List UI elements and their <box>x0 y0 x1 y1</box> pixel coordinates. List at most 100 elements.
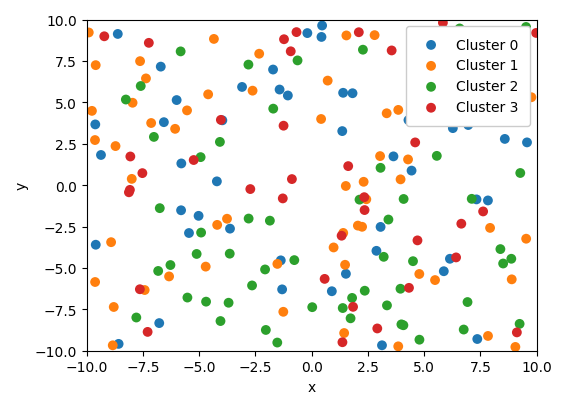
Cluster 2 <box>408 258 417 265</box>
Cluster 3 <box>457 221 466 227</box>
Cluster 3 <box>279 123 288 130</box>
Cluster 3 <box>126 154 135 160</box>
Cluster 0 <box>404 117 413 124</box>
Cluster 0 <box>91 122 100 128</box>
Cluster 1 <box>201 264 210 270</box>
Cluster 1 <box>109 304 119 310</box>
Cluster 1 <box>393 108 403 114</box>
Cluster 3 <box>373 326 382 332</box>
Cluster 1 <box>91 137 100 144</box>
Cluster 2 <box>473 73 483 79</box>
Cluster 2 <box>183 294 192 301</box>
Cluster 1 <box>164 274 174 280</box>
Cluster 1 <box>342 33 351 40</box>
Cluster 2 <box>197 230 206 236</box>
Cluster 3 <box>445 83 454 90</box>
Cluster 2 <box>248 283 257 289</box>
Cluster 2 <box>463 299 472 306</box>
Cluster 0 <box>338 90 348 97</box>
Cluster 3 <box>349 304 358 310</box>
Cluster 1 <box>91 63 100 69</box>
Cluster 2 <box>459 326 468 333</box>
Cluster 2 <box>384 217 393 223</box>
Cluster 1 <box>393 343 403 350</box>
Cluster 0 <box>327 288 336 295</box>
Cluster 1 <box>87 108 96 115</box>
Cluster 2 <box>260 267 269 273</box>
Cluster 1 <box>136 59 145 65</box>
Cluster 3 <box>217 117 226 124</box>
Cluster 0 <box>184 230 193 237</box>
Cluster 2 <box>192 251 201 258</box>
Cluster 0 <box>484 198 493 204</box>
Cluster 2 <box>176 49 185 56</box>
Cluster 1 <box>370 33 379 39</box>
Cluster 0 <box>502 76 511 83</box>
Cluster 0 <box>155 320 164 326</box>
Cluster 1 <box>213 222 222 229</box>
Cluster 2 <box>136 83 145 90</box>
Cluster 0 <box>156 64 166 71</box>
Cluster 2 <box>415 337 424 343</box>
Cluster 2 <box>132 315 141 321</box>
Cluster 1 <box>183 108 192 115</box>
Cluster 0 <box>439 268 448 275</box>
Cluster 3 <box>337 233 346 239</box>
Cluster 2 <box>379 254 388 261</box>
Cluster 0 <box>113 31 122 38</box>
Cluster 0 <box>479 63 488 70</box>
Cluster 3 <box>438 20 447 27</box>
Cluster 2 <box>155 205 164 212</box>
Cluster 0 <box>407 168 416 175</box>
Cluster 0 <box>114 341 123 347</box>
Cluster 1 <box>382 111 391 117</box>
Cluster 1 <box>147 120 156 127</box>
Cluster 1 <box>140 287 149 294</box>
Cluster 1 <box>375 153 384 160</box>
Cluster 2 <box>376 165 385 172</box>
Cluster 2 <box>348 295 357 301</box>
Cluster 2 <box>293 58 302 65</box>
Cluster 3 <box>344 164 353 170</box>
Cluster 1 <box>323 78 332 85</box>
Cluster 1 <box>84 30 94 37</box>
Cluster 1 <box>362 196 371 203</box>
Cluster 0 <box>176 207 185 214</box>
Cluster 2 <box>399 196 408 203</box>
Cluster 0 <box>284 93 293 99</box>
Cluster 2 <box>515 321 524 327</box>
Cluster 3 <box>124 189 133 196</box>
Cluster 1 <box>108 342 117 349</box>
Cluster 2 <box>265 218 274 225</box>
X-axis label: x: x <box>307 380 316 394</box>
Cluster 2 <box>166 262 175 269</box>
Cluster 3 <box>292 30 301 36</box>
Cluster 1 <box>341 183 350 190</box>
Cluster 2 <box>522 25 531 31</box>
Cluster 1 <box>273 261 282 267</box>
Cluster 1 <box>329 245 338 251</box>
Cluster 0 <box>446 256 455 263</box>
Cluster 3 <box>144 40 153 47</box>
Cluster 3 <box>404 285 413 291</box>
Cluster 1 <box>222 216 231 222</box>
Cluster 2 <box>224 300 233 306</box>
Cluster 1 <box>358 224 367 231</box>
Cluster 1 <box>248 88 257 95</box>
Cluster 0 <box>275 87 284 94</box>
Cluster 3 <box>359 194 369 201</box>
Cluster 0 <box>318 23 327 30</box>
Cluster 1 <box>111 144 120 150</box>
Cluster 2 <box>244 62 253 69</box>
Cluster 1 <box>527 95 536 101</box>
Cluster 1 <box>127 176 136 183</box>
Cluster 0 <box>276 257 285 264</box>
Cluster 2 <box>396 286 405 292</box>
Cluster 0 <box>269 67 278 74</box>
Cluster 3 <box>100 34 109 40</box>
Cluster 3 <box>287 176 297 183</box>
Cluster 3 <box>143 329 152 335</box>
Cluster 2 <box>290 257 299 264</box>
Cluster 1 <box>353 223 362 229</box>
Cluster 2 <box>196 155 205 161</box>
